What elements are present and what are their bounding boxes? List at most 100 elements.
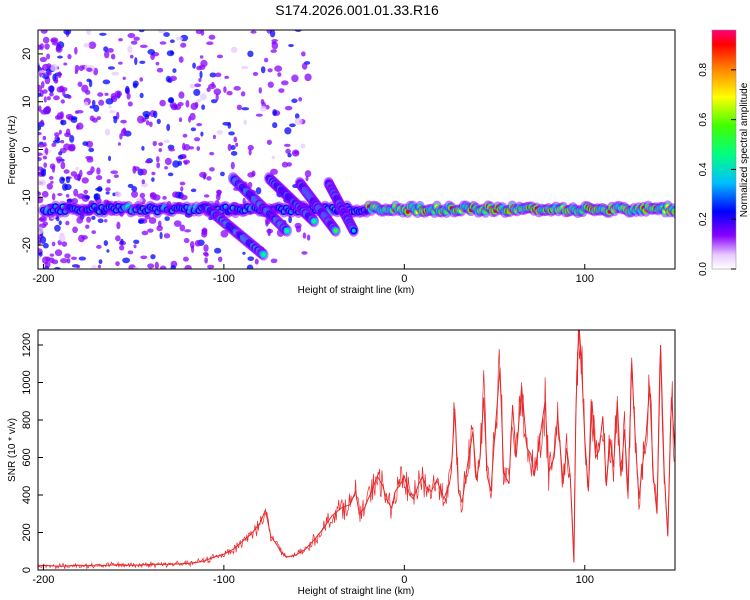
heatmap-noise-cell [58, 129, 62, 135]
heatmap-noise-cell [233, 86, 241, 91]
heatmap-core [285, 228, 290, 233]
heatmap-noise-cell [64, 253, 71, 259]
heatmap-noise-cell [38, 143, 45, 148]
heatmap-noise-cell [215, 193, 221, 201]
heatmap-noise-cell [301, 62, 308, 70]
heatmap-noise-cell [38, 125, 42, 131]
heatmap-noise-cell [212, 134, 216, 140]
heatmap-noise-cell [84, 195, 91, 200]
heatmap-noise-cell [189, 241, 195, 249]
heatmap-noise-cell [103, 46, 109, 52]
heatmap-noise-cell [111, 71, 120, 76]
heatmap-noise-cell [85, 224, 90, 229]
heatmap-noise-cell [53, 79, 59, 84]
heatmap-noise-cell [58, 220, 62, 226]
heatmap-noise-cell [194, 240, 201, 247]
x-tick-label: -100 [213, 574, 235, 586]
heatmap-noise-cell [115, 191, 122, 198]
heatmap-noise-cell [78, 256, 87, 261]
heatmap-noise-cell [133, 36, 140, 41]
heatmap-noise-cell [216, 54, 224, 59]
heatmap-noise-cell [266, 139, 272, 145]
heatmap-noise-cell [270, 258, 278, 264]
heatmap-noise-cell [169, 75, 177, 82]
heatmap-noise-cell [243, 119, 247, 126]
heatmap-noise-cell [156, 67, 164, 73]
heatmap-noise-cell [43, 96, 47, 103]
heatmap-noise-cell [274, 65, 283, 72]
heatmap-noise-cell [81, 177, 89, 184]
heatmap-noise-cell [108, 155, 112, 162]
heatmap-noise-cell [74, 110, 79, 114]
heatmap-noise-cell [270, 49, 277, 53]
snr-x-label: Height of straight line (km) [298, 586, 415, 597]
heatmap-noise-cell [38, 66, 41, 71]
snr-plot-area [38, 330, 675, 570]
heatmap-noise-cell [103, 240, 109, 247]
heatmap-noise-cell [163, 139, 170, 144]
heatmap-noise-cell [300, 143, 306, 149]
heatmap-noise-cell [60, 99, 65, 104]
heatmap-noise-cell [194, 83, 202, 88]
heatmap-noise-cell [140, 168, 148, 176]
heatmap-noise-cell [163, 233, 171, 239]
heatmap-noise-cell [38, 251, 43, 257]
spectrogram-x-label: Height of straight line (km) [298, 285, 415, 296]
heatmap-noise-cell [288, 216, 292, 224]
heatmap-noise-cell [112, 115, 118, 120]
heatmap-noise-cell [70, 117, 78, 123]
heatmap-noise-cell [99, 32, 107, 36]
heatmap-noise-cell [131, 185, 138, 192]
x-tick-label: 100 [576, 273, 594, 285]
heatmap-noise-cell [38, 179, 46, 186]
heatmap-noise-cell [159, 265, 167, 269]
heatmap-noise-cell [223, 86, 227, 93]
heatmap-noise-cell [38, 217, 46, 221]
heatmap-noise-cell [140, 255, 148, 260]
heatmap-noise-cell [304, 73, 312, 82]
heatmap-noise-cell [119, 245, 125, 251]
heatmap-noise-cell [158, 148, 162, 153]
spectrogram-heatmap [38, 30, 675, 269]
heatmap-noise-cell [63, 30, 72, 35]
heatmap-feature [200, 200, 269, 261]
heatmap-noise-cell [58, 234, 66, 242]
heatmap-core [333, 228, 338, 233]
heatmap-noise-cell [141, 230, 149, 236]
heatmap-noise-cell [42, 242, 49, 249]
heatmap-noise-cell [61, 177, 66, 181]
x-tick-label: -200 [32, 273, 54, 285]
heatmap-noise-cell [39, 56, 47, 63]
heatmap-noise-cell [63, 169, 70, 174]
colorbar-gradient [711, 29, 737, 270]
heatmap-noise-cell [298, 97, 303, 102]
colorbar-tick-label: 0.8 [698, 62, 709, 76]
heatmap-noise-cell [48, 257, 55, 264]
heatmap-noise-cell [206, 41, 214, 46]
heatmap-noise-cell [50, 63, 58, 72]
heatmap-noise-cell [83, 189, 89, 194]
heatmap-noise-cell [170, 50, 174, 55]
heatmap-noise-cell [57, 192, 63, 196]
heatmap-feature [323, 176, 359, 237]
heatmap-noise-cell [139, 92, 144, 99]
heatmap-noise-cell [167, 172, 174, 177]
heatmap-noise-cell [44, 147, 49, 156]
heatmap-noise-cell [240, 91, 246, 97]
heatmap-noise-cell [216, 130, 223, 135]
heatmap-noise-cell [127, 32, 136, 39]
heatmap-noise-cell [159, 231, 163, 240]
heatmap-noise-cell [281, 80, 289, 86]
heatmap-noise-cell [199, 93, 207, 101]
heatmap-noise-cell [304, 170, 312, 178]
heatmap-noise-cell [98, 99, 105, 106]
heatmap-noise-cell [76, 265, 81, 269]
heatmap-noise-cell [96, 244, 102, 249]
heatmap-noise-cell [61, 183, 68, 191]
heatmap-noise-cell [156, 225, 163, 232]
heatmap-noise-cell [258, 87, 262, 94]
heatmap-noise-cell [209, 167, 215, 172]
heatmap-noise-cell [38, 70, 47, 74]
heatmap-noise-cell [53, 95, 60, 101]
heatmap-noise-cell [169, 39, 175, 44]
